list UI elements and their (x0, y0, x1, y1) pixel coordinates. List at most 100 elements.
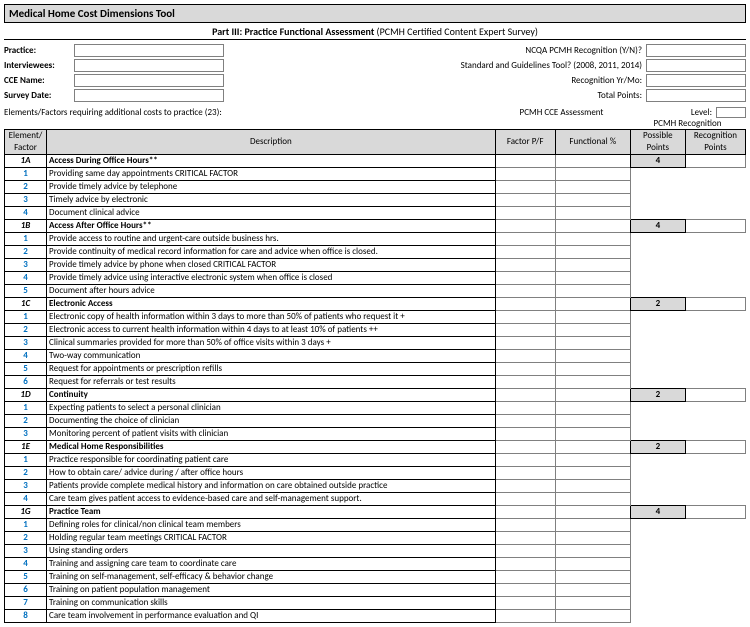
factor-pf-cell[interactable] (495, 168, 555, 181)
functional-pct-cell[interactable] (555, 610, 630, 623)
functional-pct-cell[interactable] (555, 519, 630, 532)
functional-pct-cell[interactable] (555, 350, 630, 363)
factor-pf-cell[interactable] (495, 363, 555, 376)
functional-pct-cell[interactable] (555, 181, 630, 194)
factor-pf-cell[interactable] (495, 389, 555, 402)
meta-input[interactable] (74, 74, 224, 87)
meta-input[interactable] (74, 44, 224, 57)
factor-pf-cell[interactable] (495, 376, 555, 389)
factor-pf-cell[interactable] (495, 207, 555, 220)
factor-row: 1Defining roles for clinical/non clinica… (5, 519, 746, 532)
recognition-points-cell[interactable] (685, 220, 745, 233)
functional-pct-cell[interactable] (555, 415, 630, 428)
factor-pf-cell[interactable] (495, 415, 555, 428)
factor-pf-cell[interactable] (495, 467, 555, 480)
meta-input[interactable] (646, 59, 746, 72)
recognition-points-cell (685, 467, 745, 480)
factor-pf-cell[interactable] (495, 246, 555, 259)
factor-pf-cell[interactable] (495, 324, 555, 337)
functional-pct-cell[interactable] (555, 480, 630, 493)
functional-pct-cell[interactable] (555, 493, 630, 506)
factor-pf-cell[interactable] (495, 610, 555, 623)
functional-pct-cell[interactable] (555, 597, 630, 610)
recognition-points-cell (685, 415, 745, 428)
factor-row: 2How to obtain care/ advice during / aft… (5, 467, 746, 480)
factor-pf-cell[interactable] (495, 597, 555, 610)
possible-points-cell: 2 (630, 441, 685, 454)
factor-pf-cell[interactable] (495, 545, 555, 558)
factor-pf-cell[interactable] (495, 311, 555, 324)
factor-pf-cell[interactable] (495, 259, 555, 272)
recognition-points-cell[interactable] (685, 441, 745, 454)
meta-label: Interviewees: (4, 60, 74, 71)
functional-pct-cell[interactable] (555, 402, 630, 415)
factor-pf-cell[interactable] (495, 519, 555, 532)
factor-pf-cell[interactable] (495, 181, 555, 194)
factor-pf-cell[interactable] (495, 532, 555, 545)
factor-pf-cell[interactable] (495, 402, 555, 415)
meta-input[interactable] (74, 59, 224, 72)
functional-pct-cell[interactable] (555, 311, 630, 324)
functional-pct-cell[interactable] (555, 259, 630, 272)
possible-points-cell (630, 181, 685, 194)
functional-pct-cell[interactable] (555, 454, 630, 467)
functional-pct-cell[interactable] (555, 467, 630, 480)
possible-points-cell (630, 415, 685, 428)
functional-pct-cell[interactable] (555, 233, 630, 246)
functional-pct-cell[interactable] (555, 337, 630, 350)
functional-pct-cell[interactable] (555, 168, 630, 181)
factor-pf-cell[interactable] (495, 194, 555, 207)
factor-pf-cell[interactable] (495, 571, 555, 584)
factor-pf-cell[interactable] (495, 350, 555, 363)
functional-pct-cell[interactable] (555, 207, 630, 220)
possible-points-cell (630, 454, 685, 467)
functional-pct-cell[interactable] (555, 532, 630, 545)
meta-input[interactable] (74, 89, 224, 102)
functional-pct-cell[interactable] (555, 324, 630, 337)
functional-pct-cell[interactable] (555, 558, 630, 571)
factor-pf-cell[interactable] (495, 220, 555, 233)
factor-pf-cell[interactable] (495, 272, 555, 285)
factor-pf-cell[interactable] (495, 454, 555, 467)
meta-right-row: Total Points: (375, 88, 746, 103)
functional-pct-cell[interactable] (555, 285, 630, 298)
meta-input[interactable] (646, 89, 746, 102)
factor-pf-cell[interactable] (495, 285, 555, 298)
factor-pf-cell[interactable] (495, 155, 555, 168)
meta-input[interactable] (646, 74, 746, 87)
description-cell: Training and assigning care team to coor… (47, 558, 496, 571)
meta-input[interactable] (646, 44, 746, 57)
element-factor-cell: 3 (5, 428, 47, 441)
functional-pct-cell[interactable] (555, 272, 630, 285)
factor-pf-cell[interactable] (495, 233, 555, 246)
factor-pf-cell[interactable] (495, 428, 555, 441)
factor-pf-cell[interactable] (495, 493, 555, 506)
element-factor-cell: 1A (5, 155, 47, 168)
factor-pf-cell[interactable] (495, 480, 555, 493)
recognition-points-cell[interactable] (685, 506, 745, 519)
factor-pf-cell[interactable] (495, 584, 555, 597)
factor-pf-cell[interactable] (495, 558, 555, 571)
section-row: 1CElectronic Access2 (5, 298, 746, 311)
description-cell: Defining roles for clinical/non clinical… (47, 519, 496, 532)
functional-pct-cell[interactable] (555, 194, 630, 207)
functional-pct-cell[interactable] (555, 545, 630, 558)
element-factor-cell: 6 (5, 584, 47, 597)
functional-pct-cell[interactable] (555, 376, 630, 389)
functional-pct-cell[interactable] (555, 246, 630, 259)
recognition-points-cell[interactable] (685, 155, 745, 168)
factor-pf-cell[interactable] (495, 506, 555, 519)
functional-pct-cell[interactable] (555, 584, 630, 597)
recognition-points-cell[interactable] (685, 389, 745, 402)
functional-pct-cell[interactable] (555, 363, 630, 376)
factor-pf-cell[interactable] (495, 337, 555, 350)
element-factor-cell: 2 (5, 324, 47, 337)
level-input[interactable] (716, 107, 746, 118)
recognition-points-cell[interactable] (685, 298, 745, 311)
possible-points-cell (630, 350, 685, 363)
factor-pf-cell[interactable] (495, 298, 555, 311)
meta-block: Practice:Interviewees:CCE Name:Survey Da… (4, 43, 746, 103)
functional-pct-cell[interactable] (555, 571, 630, 584)
functional-pct-cell[interactable] (555, 428, 630, 441)
factor-pf-cell[interactable] (495, 441, 555, 454)
